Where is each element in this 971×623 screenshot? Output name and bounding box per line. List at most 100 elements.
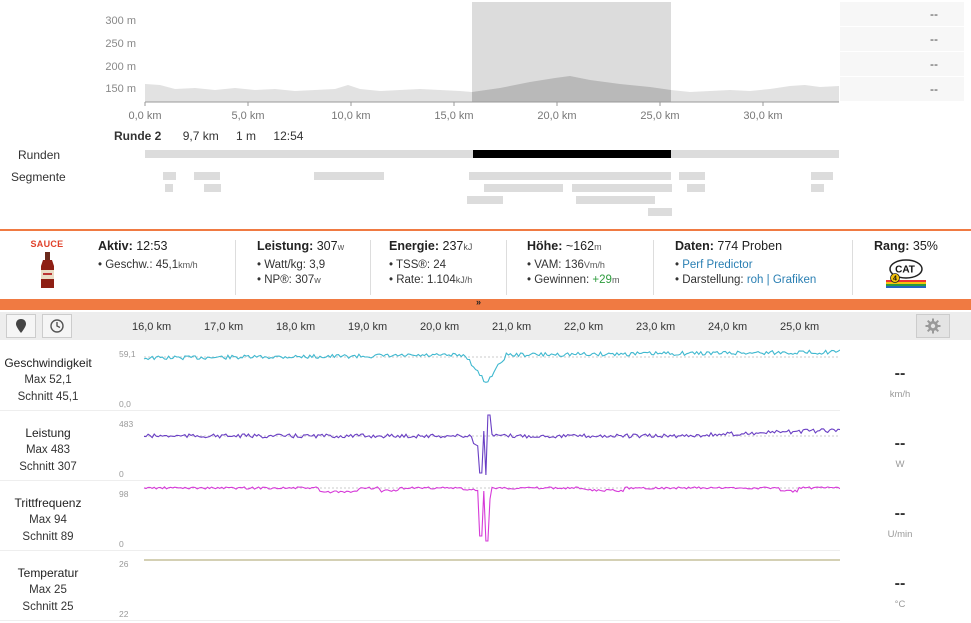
gear-icon bbox=[925, 318, 941, 334]
gain-value: +29 bbox=[592, 274, 612, 286]
segment-bar[interactable] bbox=[163, 172, 176, 180]
vam-unit: Vm/h bbox=[583, 260, 605, 270]
energy-label: Energie: bbox=[389, 239, 440, 253]
y-tick-label: 300 m bbox=[105, 15, 136, 27]
active-value: 12:53 bbox=[136, 239, 168, 253]
perf-predictor-link[interactable]: Perf Predictor bbox=[682, 259, 753, 271]
gain-unit: m bbox=[611, 275, 620, 285]
graph-current-value: -- bbox=[894, 365, 906, 382]
summary-panel: SAUCE Aktiv: 12:53 • Geschw.: 45,1km/h L… bbox=[0, 229, 971, 299]
graph-readout bbox=[840, 551, 971, 621]
segment-bar[interactable] bbox=[576, 196, 655, 204]
raw-link[interactable]: roh bbox=[746, 274, 764, 286]
graph-row-trittfrequenz[interactable]: Trittfrequenz Max 94 Schnitt 89 98 0 -- U/min bbox=[0, 481, 971, 551]
sauce-bottle-icon bbox=[41, 252, 54, 288]
stat-height: Höhe: ~162m • VAM: 136Vm/h • Gewinnen: +… bbox=[527, 239, 620, 286]
graph-unit: U/min bbox=[887, 529, 913, 540]
side-value: -- bbox=[840, 52, 964, 76]
segments bbox=[163, 172, 833, 216]
segment-bar[interactable] bbox=[687, 184, 705, 192]
graph-plot[interactable]: 98 0 bbox=[114, 481, 840, 551]
tss-value: 24 bbox=[433, 259, 447, 271]
np-label: NP®: bbox=[264, 274, 292, 286]
collapse-chevron-icon[interactable]: » bbox=[476, 297, 482, 307]
divider bbox=[370, 240, 371, 295]
segment-bar[interactable] bbox=[314, 172, 384, 180]
collapse-bar[interactable]: » bbox=[0, 297, 971, 310]
graph-plot[interactable]: 483 0 bbox=[114, 411, 840, 481]
elevation-chart[interactable]: 300 m 250 m 200 m 150 m 0,0 km 5,0 km 10,0… bbox=[0, 0, 840, 228]
graph-plot[interactable]: 59,1 0,0 bbox=[114, 341, 840, 411]
speed-unit: km/h bbox=[178, 260, 198, 270]
segment-bar[interactable] bbox=[194, 172, 220, 180]
graph-current-value: -- bbox=[894, 435, 906, 452]
x-tick-label: 15,0 km bbox=[434, 110, 473, 122]
segment-bar[interactable] bbox=[165, 184, 173, 192]
segment-bar[interactable] bbox=[469, 172, 671, 180]
y-tick-label: 200 m bbox=[105, 61, 136, 73]
data-label: Daten: bbox=[675, 239, 714, 253]
graphs-link[interactable]: Grafiken bbox=[772, 274, 817, 286]
segment-bar[interactable] bbox=[484, 184, 563, 192]
km-tick-label: 21,0 km bbox=[492, 321, 532, 333]
graph-line bbox=[143, 486, 840, 542]
stat-rank: Rang: 35% bbox=[874, 239, 938, 253]
speed-label: Geschw.: bbox=[105, 259, 153, 271]
km-tick-label: 23,0 km bbox=[636, 321, 676, 333]
power-unit: w bbox=[337, 242, 345, 252]
segment-bar[interactable] bbox=[572, 184, 672, 192]
graph-row-geschwindigkeit[interactable]: Geschwindigkeit Max 52,1 Schnitt 45,1 59,1 0… bbox=[0, 341, 971, 411]
graph-toolbar: 16,0 km 17,0 km 18,0 km 19,0 km 20,0 km 21,0 … bbox=[0, 312, 971, 340]
segment-bar[interactable] bbox=[811, 184, 824, 192]
vam-value: 136 bbox=[564, 259, 584, 271]
segment-bar[interactable] bbox=[648, 208, 672, 216]
energy-unit: kJ bbox=[463, 242, 473, 252]
stat-power: Leistung: 307w • Watt/kg: 3,9 • NP®: 307… bbox=[257, 239, 345, 286]
location-pin-button[interactable] bbox=[6, 314, 36, 338]
segment-bar[interactable] bbox=[204, 184, 221, 192]
graph-ymax: 483 bbox=[119, 419, 133, 429]
location-pin-icon bbox=[16, 319, 26, 333]
graph-row-leistung[interactable]: Leistung Max 483 Schnitt 307 483 0 -- W bbox=[0, 411, 971, 481]
graph-ymax: 98 bbox=[119, 489, 129, 499]
np-value: 307 bbox=[295, 274, 315, 286]
graph-row-temperatur[interactable]: Temperatur Max 25 Schnitt 25 26 22 -- °C bbox=[0, 551, 971, 621]
settings-button[interactable] bbox=[916, 314, 950, 338]
x-tick-label: 0,0 km bbox=[128, 110, 161, 122]
stat-data: Daten: 774 Proben • Perf Predictor • Dar… bbox=[675, 239, 817, 286]
y-tick-label: 150 m bbox=[105, 83, 136, 95]
segments-label: Segmente bbox=[11, 170, 66, 184]
graph-label: Temperatur Max 25 Schnitt 25 bbox=[0, 565, 96, 616]
graph-max: Max 52,1 bbox=[24, 374, 72, 386]
segment-bar[interactable] bbox=[811, 172, 833, 180]
height-label: Höhe: bbox=[527, 239, 563, 253]
graph-plot[interactable]: 26 22 bbox=[114, 551, 840, 621]
segment-bar[interactable] bbox=[467, 196, 503, 204]
lap-distance: 9,7 km bbox=[182, 129, 219, 143]
badge-text: CAT bbox=[895, 265, 915, 276]
lap-time: 12:54 bbox=[273, 129, 304, 143]
tss-label: TSS®: bbox=[396, 259, 431, 271]
cat-badge-icon[interactable]: CAT 4 bbox=[884, 258, 928, 288]
graph-ymax: 59,1 bbox=[119, 349, 136, 359]
segment-bar[interactable] bbox=[679, 172, 705, 180]
lap-2-selected[interactable] bbox=[473, 150, 671, 158]
km-tick-label: 25,0 km bbox=[780, 321, 820, 333]
energy-value: 237 bbox=[442, 239, 464, 253]
x-tick-label: 30,0 km bbox=[743, 110, 782, 122]
km-tick-label: 18,0 km bbox=[276, 321, 316, 333]
wkg-value: 3,9 bbox=[309, 259, 326, 271]
x-tick-label: 20,0 km bbox=[537, 110, 576, 122]
graph-ymin: 22 bbox=[119, 609, 129, 619]
rank-value: 35% bbox=[912, 239, 938, 253]
badge-num: 4 bbox=[893, 276, 897, 283]
graph-current-value: -- bbox=[894, 575, 906, 592]
divider bbox=[653, 240, 654, 295]
sauce-logo[interactable]: SAUCE bbox=[24, 239, 70, 293]
graph-readout bbox=[840, 481, 971, 551]
km-tick-label: 17,0 km bbox=[204, 321, 244, 333]
data-value: 774 Proben bbox=[717, 239, 783, 253]
link-separator: | bbox=[766, 274, 770, 286]
graph-max: Max 483 bbox=[25, 444, 71, 456]
time-axis-button[interactable] bbox=[42, 314, 72, 338]
